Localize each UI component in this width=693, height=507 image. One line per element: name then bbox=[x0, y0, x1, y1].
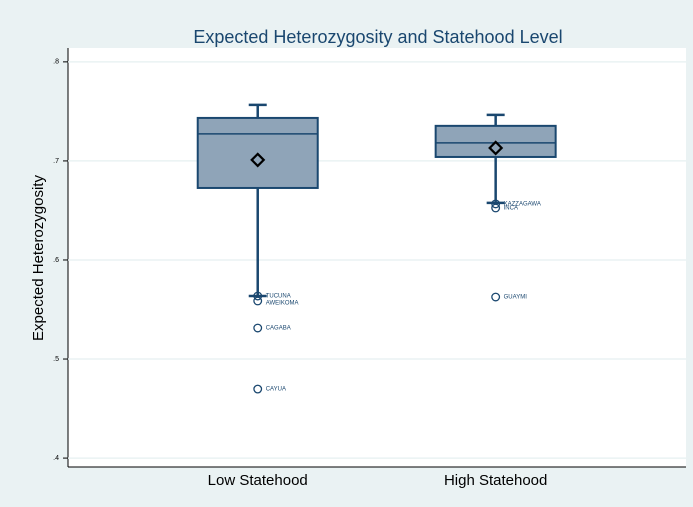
outlier-label: INCA bbox=[504, 206, 518, 212]
y-tick-label: .6 bbox=[53, 257, 59, 264]
y-tick-label: .8 bbox=[53, 59, 59, 66]
y-tick-label: .7 bbox=[53, 158, 59, 165]
y-tick-label: .4 bbox=[53, 455, 59, 462]
outlier-label: AWEIKOMA bbox=[266, 301, 299, 307]
outlier-label: KAZZAGAWA bbox=[504, 201, 541, 207]
outlier bbox=[491, 203, 501, 213]
outlier bbox=[491, 292, 501, 302]
outlier bbox=[253, 384, 263, 394]
y-axis-label: Expected Heterozygosity bbox=[30, 175, 47, 341]
chart-title: Expected Heterozygosity and Statehood Le… bbox=[193, 27, 562, 47]
outlier bbox=[253, 291, 263, 301]
outlier-label: CAGABA bbox=[266, 326, 291, 332]
mean-marker bbox=[488, 140, 504, 156]
outlier bbox=[253, 296, 263, 306]
x-tick-label: High Statehood bbox=[444, 472, 547, 489]
x-tick-label: Low Statehood bbox=[208, 472, 308, 489]
outlier-label: TUCUNA bbox=[266, 294, 291, 300]
outlier bbox=[253, 323, 263, 333]
plot-area bbox=[68, 48, 686, 467]
outlier-label: GUAYMI bbox=[504, 295, 528, 301]
mean-marker bbox=[250, 152, 266, 168]
outlier bbox=[491, 199, 501, 209]
outlier-label: CAYUA bbox=[266, 387, 286, 393]
y-tick-label: .5 bbox=[53, 356, 59, 363]
